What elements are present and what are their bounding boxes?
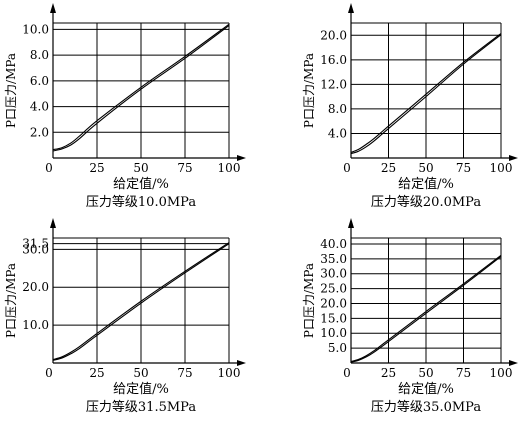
x-tick-label: 75 <box>456 366 471 380</box>
y-tick-label: 30.0 <box>320 267 347 281</box>
y-tick-label: 40.0 <box>320 237 347 251</box>
x-axis-arrow-icon <box>237 155 246 161</box>
x-tick-label: 50 <box>133 161 148 175</box>
chart-title: 压力等级35.0MPa <box>371 399 481 415</box>
x-axis-label: 给定值/% <box>398 176 454 192</box>
series-line-2 <box>350 34 502 155</box>
x-axis-arrow-icon <box>509 155 518 161</box>
chart-title: 压力等级31.5MPa <box>86 399 196 415</box>
x-tick-label: 100 <box>218 161 241 175</box>
y-axis-arrow-icon <box>348 3 354 13</box>
chart-3: 0 25 50 75 100 10.0 20.0 30.031.5 P口压力/MPa 给定值/% 压… <box>4 218 246 415</box>
y-tick-label: 20.0 <box>22 280 49 294</box>
y-tick-label: 15.0 <box>320 311 347 325</box>
x-tick-label: 75 <box>177 161 192 175</box>
x-tick-label: 25 <box>89 366 104 380</box>
x-axis-label: 给定值/% <box>398 381 454 397</box>
series-line-1 <box>350 32 502 153</box>
y-tick-label: 25.0 <box>320 282 347 296</box>
chart-title: 压力等级20.0MPa <box>371 194 481 210</box>
x-axis-arrow-icon <box>237 360 246 366</box>
series-line-1 <box>52 23 230 151</box>
y-tick-label: 20.0 <box>320 296 347 310</box>
y-axis-label: P口压力/MPa <box>4 263 18 338</box>
series-line-1 <box>350 254 502 363</box>
x-tick-label: 100 <box>490 366 513 380</box>
x-tick-label: 25 <box>89 161 104 175</box>
x-tick-label: 50 <box>133 366 148 380</box>
y-tick-label: 8.0 <box>30 48 49 62</box>
y-axis-label: P口压力/MPa <box>302 263 316 338</box>
y-axis-label: P口压力/MPa <box>302 53 316 128</box>
y-tick-label: 6.0 <box>30 74 49 88</box>
x-tick-label: 0 <box>343 366 351 380</box>
y-axis-arrow-icon <box>50 3 56 13</box>
x-tick-label: 0 <box>45 161 53 175</box>
y-tick-label: 2.0 <box>30 125 49 139</box>
chart-title: 压力等级10.0MPa <box>86 194 196 210</box>
x-tick-label: 75 <box>177 366 192 380</box>
y-tick-label: 31.5 <box>22 237 49 251</box>
y-tick-label: 10.0 <box>320 326 347 340</box>
y-tick-label: 8.0 <box>328 102 347 116</box>
series-line-1 <box>52 242 230 361</box>
chart-4: 0 25 50 75 100 5.010.015.020.025.030.035.040.… <box>302 218 518 415</box>
x-tick-label: 25 <box>381 161 396 175</box>
x-tick-label: 100 <box>218 366 241 380</box>
series-line-2 <box>52 243 230 361</box>
y-tick-label: 4.0 <box>328 126 347 140</box>
y-axis-arrow-icon <box>50 218 56 228</box>
x-axis-label: 给定值/% <box>113 381 169 397</box>
y-axis-label: P口压力/MPa <box>4 53 18 128</box>
y-tick-label: 16.0 <box>320 53 347 67</box>
y-tick-label: 35.0 <box>320 252 347 266</box>
x-axis-label: 给定值/% <box>113 176 169 192</box>
x-tick-label: 25 <box>381 366 396 380</box>
y-tick-label: 4.0 <box>30 100 49 114</box>
x-tick-label: 0 <box>343 161 351 175</box>
x-tick-label: 75 <box>456 161 471 175</box>
x-tick-label: 50 <box>418 161 433 175</box>
series-line-2 <box>52 25 230 152</box>
x-tick-label: 0 <box>45 366 53 380</box>
y-tick-label: 30.0 <box>22 242 49 256</box>
y-tick-label: 12.0 <box>320 77 347 91</box>
y-tick-label: 10.0 <box>22 22 49 36</box>
series-line-2 <box>350 256 502 363</box>
x-tick-label: 100 <box>490 161 513 175</box>
chart-1: 0 25 50 75 100 2.0 4.0 6.0 8.0 10.0 P口压力/MPa 给定值/% 压… <box>4 3 246 210</box>
y-tick-label: 10.0 <box>22 318 49 332</box>
y-tick-label: 5.0 <box>328 341 347 355</box>
x-axis-arrow-icon <box>509 360 518 366</box>
y-axis-arrow-icon <box>348 218 354 228</box>
x-tick-label: 50 <box>418 366 433 380</box>
y-tick-label: 20.0 <box>320 28 347 42</box>
chart-2: 0 25 50 75 100 4.0 8.0 12.0 16.0 20.0 P口压力/MPa 给定值/… <box>302 3 518 210</box>
